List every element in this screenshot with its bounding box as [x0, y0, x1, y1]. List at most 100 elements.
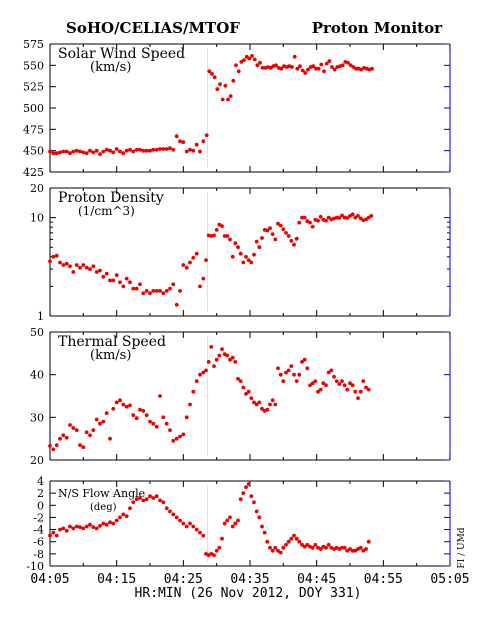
- data-point: [268, 545, 272, 550]
- data-point: [242, 58, 246, 63]
- data-point: [88, 433, 92, 438]
- data-point: [171, 282, 176, 287]
- data-point: [257, 515, 262, 520]
- y-tick-label: 425: [23, 166, 44, 179]
- data-point: [184, 524, 189, 529]
- data-point: [184, 265, 189, 270]
- x-axis-label: HR:MIN (26 Nov 2012, DOY 331): [135, 586, 362, 601]
- data-point: [353, 548, 358, 553]
- data-point: [345, 387, 350, 392]
- x-axis: 04:05 04:15 04:25 04:35 04:45 04:55 05:05: [30, 572, 469, 587]
- data-point: [98, 524, 102, 528]
- y-tick-label: -2: [33, 511, 44, 524]
- data-point: [168, 146, 172, 151]
- data-point: [58, 150, 62, 155]
- data-point: [313, 542, 318, 547]
- data-point: [178, 434, 182, 439]
- data-point: [71, 149, 76, 154]
- data-point: [303, 71, 308, 75]
- data-point: [265, 539, 270, 544]
- x-tick-label: 04:55: [364, 572, 403, 587]
- data-point: [350, 383, 355, 388]
- data-point: [161, 291, 166, 296]
- data-point: [260, 66, 265, 70]
- data-point: [340, 63, 345, 68]
- data-point: [359, 67, 364, 72]
- data-point: [121, 284, 126, 289]
- data-point: [308, 383, 312, 388]
- data-point: [207, 69, 212, 74]
- data-point: [356, 396, 360, 400]
- data-point: [318, 547, 323, 551]
- data-point: [260, 236, 264, 240]
- data-point: [322, 69, 326, 74]
- data-point: [281, 227, 286, 232]
- data-point: [206, 360, 211, 364]
- data-point: [71, 426, 76, 430]
- data-point: [358, 545, 363, 550]
- data-point: [154, 289, 159, 293]
- data-point: [164, 147, 169, 151]
- data-point: [225, 234, 230, 238]
- data-point: [233, 360, 238, 364]
- data-point: [340, 545, 344, 550]
- data-point: [286, 539, 291, 544]
- data-point: [316, 389, 320, 394]
- data-point: [351, 65, 356, 69]
- data-point: [61, 263, 66, 267]
- data-point: [270, 232, 275, 237]
- data-point: [345, 216, 350, 220]
- data-point: [369, 214, 374, 218]
- data-point: [268, 402, 272, 407]
- data-point: [158, 498, 162, 503]
- data-point: [154, 494, 159, 499]
- data-point: [121, 151, 126, 156]
- data-point: [174, 302, 179, 307]
- data-point: [324, 218, 328, 223]
- y-tick-label: -4: [33, 524, 44, 537]
- data-point: [334, 379, 339, 383]
- data-point: [124, 404, 129, 409]
- data-point: [276, 221, 280, 226]
- data-point: [361, 548, 366, 553]
- data-point: [168, 428, 172, 432]
- data-point: [281, 379, 286, 383]
- data-point: [345, 548, 350, 553]
- data-point: [233, 521, 238, 526]
- data-point: [164, 289, 169, 293]
- data-point: [104, 147, 109, 152]
- data-point: [71, 526, 76, 531]
- data-point: [111, 150, 116, 155]
- data-point: [74, 148, 79, 153]
- data-point: [302, 215, 307, 220]
- data-point: [223, 83, 228, 88]
- data-point: [201, 276, 206, 281]
- data-point: [217, 353, 222, 358]
- data-point: [114, 273, 119, 278]
- data-point: [220, 536, 224, 541]
- data-point: [54, 151, 59, 156]
- data-point: [210, 72, 214, 76]
- data-point: [118, 398, 122, 403]
- data-point: [228, 237, 232, 242]
- data-point: [201, 533, 206, 538]
- panel-title: Thermal Speed: [58, 334, 166, 350]
- data-point: [48, 149, 52, 154]
- data-point: [236, 377, 240, 381]
- data-point: [131, 286, 136, 291]
- y-tick-label: 4: [37, 475, 44, 488]
- data-point: [181, 521, 186, 526]
- data-point: [138, 496, 142, 500]
- data-point: [239, 60, 244, 64]
- data-point: [128, 403, 132, 408]
- data-point: [260, 524, 264, 529]
- header-left-title: SoHO/CELIAS/MTOF: [66, 19, 240, 37]
- data-point: [316, 66, 321, 71]
- data-point: [214, 357, 219, 362]
- data-point: [81, 526, 86, 531]
- data-point: [254, 509, 259, 514]
- data-point: [370, 66, 374, 71]
- data-point: [184, 149, 189, 154]
- data-point: [154, 147, 159, 152]
- data-point: [292, 372, 296, 377]
